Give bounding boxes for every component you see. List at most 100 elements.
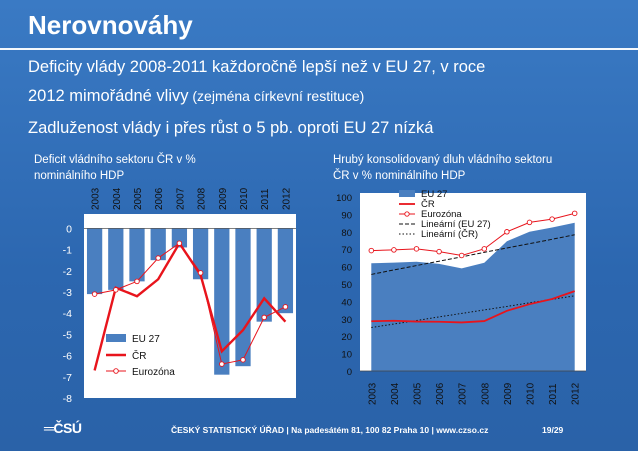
deficit-xtick-label: 2008 bbox=[197, 187, 208, 210]
deficit-point-eurozone bbox=[176, 240, 183, 246]
deficit-legend-label-cr: ČR bbox=[132, 349, 146, 362]
debt-ytick-label: 100 bbox=[336, 193, 352, 204]
deficit-ytick-label: -5 bbox=[63, 329, 72, 341]
deficit-bar-eu27 bbox=[192, 228, 209, 280]
deficit-bar-eu27 bbox=[235, 228, 251, 367]
debt-legend-marker-eurozone bbox=[404, 211, 410, 217]
deficit-line-cr bbox=[93, 240, 287, 371]
debt-point-eurozone bbox=[368, 247, 375, 254]
deficit-point-eurozone bbox=[134, 278, 140, 285]
subtitle-line-2: 2012 mimořádné vlivy (zejména církevní r… bbox=[28, 87, 364, 106]
deficit-ytick-label: -6 bbox=[63, 351, 72, 363]
debt-point-eurozone bbox=[504, 229, 510, 235]
debt-point-eurozone bbox=[436, 248, 442, 255]
slide-title: Nerovnováhy bbox=[28, 10, 193, 40]
debt-xtick-label: 2005 bbox=[413, 382, 424, 405]
debt-ytick-label: 20 bbox=[341, 332, 352, 343]
debt-ytick-label: 0 bbox=[347, 367, 352, 378]
subtitle-line-3: Zadluženost vlády i přes růst o 5 pb. op… bbox=[28, 119, 434, 137]
debt-legend-label-cr: ČR bbox=[421, 199, 435, 210]
debt-point-eurozone bbox=[413, 246, 420, 252]
title-divider bbox=[0, 48, 638, 50]
deficit-legend-swatch-eu27 bbox=[106, 334, 126, 342]
debt-ytick-label: 80 bbox=[341, 228, 352, 239]
subtitle-line-2-note: (zejména církevní restituce) bbox=[188, 88, 365, 104]
debt-point-eurozone bbox=[526, 219, 533, 226]
deficit-ytick-label: -4 bbox=[63, 308, 72, 320]
debt-ytick-label: 90 bbox=[341, 210, 352, 221]
deficit-xtick-label: 2011 bbox=[260, 188, 271, 210]
debt-point-eurozone bbox=[458, 252, 465, 259]
deficit-chart-title-line-2: nominálního HDP bbox=[34, 170, 125, 182]
deficit-bar-eu27 bbox=[171, 228, 188, 248]
debt-legend-label-trend-eu27: Lineární (EU 27) bbox=[421, 219, 491, 230]
deficit-point-eurozone bbox=[197, 270, 204, 276]
deficit-point-eurozone bbox=[91, 291, 98, 297]
deficit-xtick-label: 2004 bbox=[112, 187, 123, 210]
deficit-xtick-label: 2009 bbox=[218, 187, 229, 210]
debt-xtick-label: 2009 bbox=[503, 382, 514, 405]
debt-legend-label-eurozone: Eurozóna bbox=[421, 209, 462, 220]
debt-trend-eu27 bbox=[371, 234, 575, 275]
deficit-xtick-label: 2003 bbox=[91, 187, 102, 210]
deficit-point-eurozone bbox=[113, 287, 119, 293]
debt-legend-label-trend-cr: Lineární (ČR) bbox=[421, 229, 478, 240]
page-number: 19/29 bbox=[542, 425, 564, 435]
deficit-point-eurozone bbox=[240, 357, 246, 363]
debt-point-eurozone bbox=[481, 246, 488, 252]
deficit-bar-eu27 bbox=[86, 228, 103, 295]
debt-ytick-label: 10 bbox=[341, 350, 352, 361]
deficit-point-eurozone bbox=[219, 361, 225, 367]
deficit-bar-eu27 bbox=[150, 228, 166, 261]
debt-line-eurozone bbox=[371, 212, 575, 256]
debt-xtick-label: 2004 bbox=[390, 382, 401, 405]
debt-xtick-label: 2007 bbox=[458, 382, 469, 405]
debt-area-eu27 bbox=[371, 222, 575, 371]
deficit-legend-label-eurozone: Eurozóna bbox=[132, 367, 175, 378]
debt-legend-label-eu27: EU 27 bbox=[421, 189, 447, 200]
deficit-bar-eu27 bbox=[256, 228, 272, 322]
debt-ytick-label: 70 bbox=[341, 245, 352, 256]
debt-xtick-label: 2006 bbox=[435, 382, 446, 405]
subtitle-line-1: Deficity vlády 2008-2011 každoročně lepš… bbox=[28, 58, 486, 76]
deficit-point-eurozone bbox=[282, 304, 289, 310]
deficit-ytick-label: -1 bbox=[63, 245, 72, 257]
deficit-ytick-label: -3 bbox=[63, 287, 72, 299]
deficit-xtick-label: 2010 bbox=[239, 187, 250, 210]
deficit-bar-eu27 bbox=[129, 228, 145, 282]
deficit-legend-label-eu27: EU 27 bbox=[132, 334, 160, 345]
debt-chart-title-line-2: ČR v % nominálního HDP bbox=[333, 170, 466, 182]
deficit-ytick-label: 0 bbox=[66, 223, 72, 235]
deficit-ytick-label: -8 bbox=[63, 393, 72, 405]
debt-point-eurozone bbox=[549, 216, 555, 222]
debt-chart-title-line-1: Hrubý konsolidovaný dluh vládního sektor… bbox=[333, 154, 553, 166]
deficit-point-eurozone bbox=[261, 314, 267, 321]
debt-legend-swatch-eu27 bbox=[399, 190, 415, 197]
debt-ytick-label: 60 bbox=[341, 263, 352, 274]
deficit-legend-marker-eurozone bbox=[113, 368, 119, 374]
debt-ytick-label: 50 bbox=[341, 280, 352, 291]
debt-ytick-label: 30 bbox=[341, 315, 352, 326]
deficit-bar-eu27 bbox=[277, 228, 294, 314]
deficit-xtick-label: 2005 bbox=[133, 187, 144, 210]
deficit-ytick-label: -2 bbox=[63, 266, 72, 278]
footer-address: ČESKÝ STATISTICKÝ ÚŘAD | Na padesátém 81… bbox=[171, 425, 489, 435]
subtitle-line-2-main: 2012 mimořádné vlivy bbox=[28, 87, 189, 105]
debt-chart-title: Hrubý konsolidovaný dluh vládního sektor… bbox=[333, 152, 552, 184]
deficit-chart-title: Deficit vládního sektoru ČR v % nomináln… bbox=[34, 152, 196, 184]
debt-xtick-label: 2010 bbox=[526, 382, 537, 405]
deficit-xtick-label: 2007 bbox=[175, 187, 186, 210]
deficit-point-eurozone bbox=[155, 255, 161, 261]
czso-logo: ═ČSÚ bbox=[44, 420, 82, 436]
debt-xtick-label: 2008 bbox=[480, 382, 491, 405]
deficit-line-eurozone bbox=[94, 242, 286, 365]
deficit-ytick-label: -7 bbox=[63, 372, 72, 384]
debt-xtick-label: 2003 bbox=[367, 382, 378, 405]
deficit-xtick-label: 2006 bbox=[154, 187, 165, 210]
deficit-chart-title-line-1: Deficit vládního sektoru ČR v % bbox=[34, 154, 196, 166]
deficit-bar-eu27 bbox=[108, 228, 124, 290]
debt-line-cr bbox=[371, 290, 575, 324]
debt-point-eurozone bbox=[391, 247, 397, 253]
